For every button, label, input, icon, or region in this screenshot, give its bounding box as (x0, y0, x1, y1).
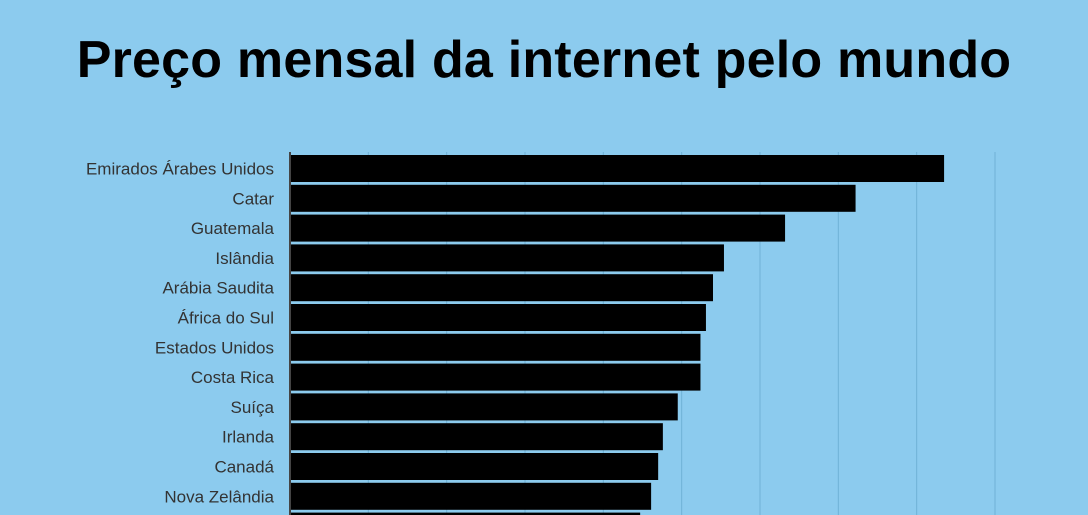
bar (290, 214, 786, 242)
category-label: Estados Unidos (155, 338, 274, 357)
bar (290, 244, 724, 272)
bar (290, 482, 652, 510)
bar (290, 333, 701, 361)
grid-lines (367, 152, 996, 515)
bar (290, 512, 641, 515)
category-label: Costa Rica (191, 368, 275, 387)
category-label: Emirados Árabes Unidos (86, 160, 274, 179)
category-label: Nova Zelândia (164, 487, 274, 506)
bars (290, 155, 945, 515)
category-label: Islândia (215, 249, 274, 268)
bar (290, 453, 659, 480)
category-label: Canadá (214, 458, 274, 477)
category-label: Guatemala (191, 219, 275, 238)
category-label: Irlanda (222, 428, 275, 447)
chart-title: Preço mensal da internet pelo mundo (76, 31, 1012, 89)
bar (290, 363, 701, 391)
bar (290, 155, 945, 182)
category-label: Arábia Saudita (162, 279, 274, 298)
bar (290, 304, 706, 331)
category-label: Catar (232, 189, 274, 208)
bar (290, 393, 678, 421)
category-labels: Emirados Árabes Unidos Catar Guatemala Islâ… (86, 160, 275, 507)
bar (290, 423, 663, 451)
category-label: Suíça (231, 398, 275, 417)
bar (290, 274, 713, 302)
category-label: África do Sul (178, 309, 274, 328)
bar (290, 184, 856, 212)
